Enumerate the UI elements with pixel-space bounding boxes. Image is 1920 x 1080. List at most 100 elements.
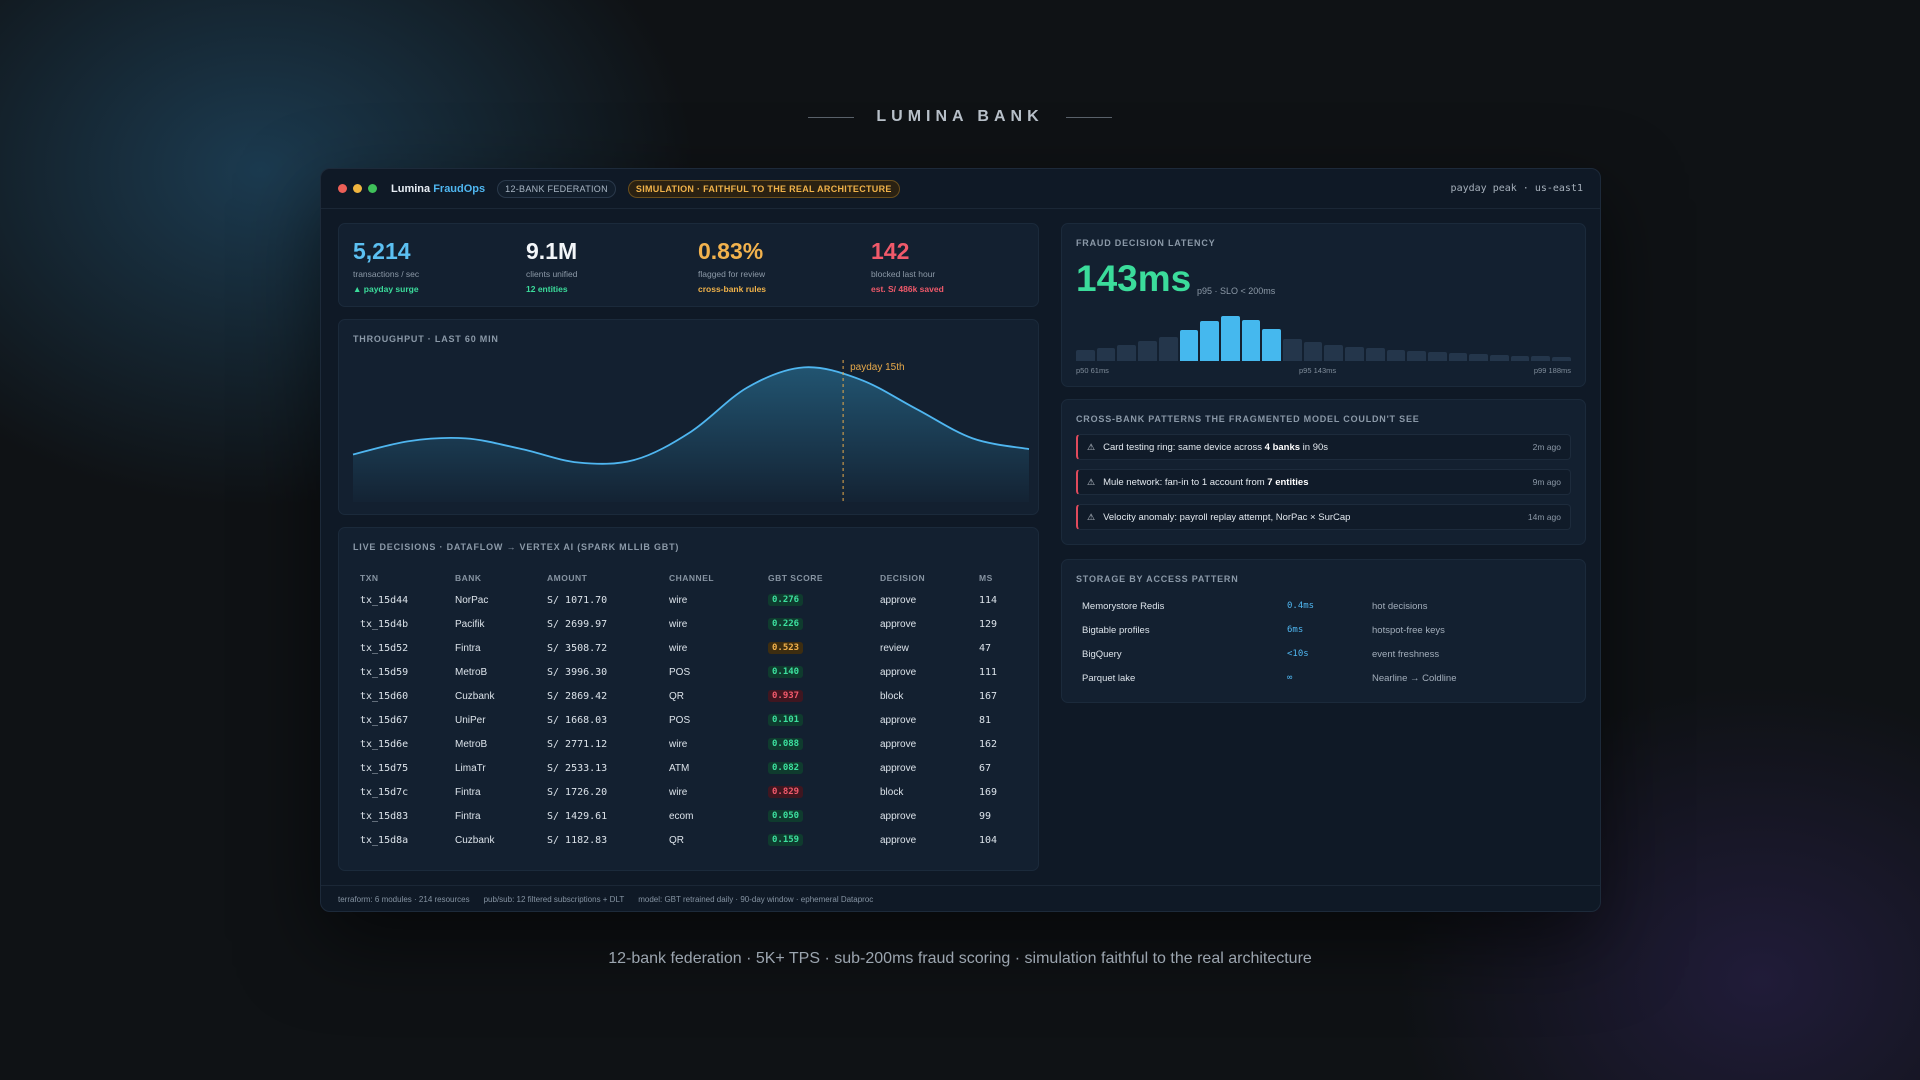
kpi-label: transactions / sec bbox=[353, 269, 420, 279]
table-row[interactable]: tx_15d67 UniPer S/ 1668.03 POS 0.101 approve 8… bbox=[353, 708, 1025, 732]
latency-value: 143ms bbox=[1076, 258, 1192, 299]
txn-id-cell: tx_15d59 bbox=[360, 666, 409, 678]
kpi-note: ▲ payday surge bbox=[353, 284, 419, 294]
score-badge: 0.226 bbox=[768, 618, 804, 630]
amount-cell: S/ 1182.83 bbox=[547, 834, 608, 846]
decision-cell: approve bbox=[880, 762, 917, 774]
title-bar: Lumina FraudOps 12-BANK FEDERATION SIMUL… bbox=[321, 169, 1600, 209]
histogram-bar bbox=[1365, 348, 1385, 361]
storage-latency: <10s bbox=[1287, 649, 1309, 659]
alert-text-bold: 4 banks bbox=[1264, 441, 1301, 453]
latency-ms-cell: 104 bbox=[979, 834, 998, 846]
histogram-bar bbox=[1158, 336, 1178, 361]
histogram-bar bbox=[1324, 344, 1344, 361]
decision-cell: block bbox=[880, 690, 904, 702]
column-header: BANK bbox=[455, 573, 482, 583]
latency-ms-cell: 114 bbox=[979, 594, 998, 606]
amount-cell: S/ 1429.61 bbox=[547, 810, 608, 822]
bank-name-cell: UniPer bbox=[455, 714, 486, 726]
alert-timestamp: 9m ago bbox=[1532, 477, 1561, 487]
gbt-score-cell: 0.082 bbox=[768, 762, 880, 774]
storage-name: Bigtable profiles bbox=[1082, 624, 1150, 636]
storage-note: hot decisions bbox=[1372, 600, 1428, 612]
region-indicator: payday peak · us-east1 bbox=[1450, 183, 1583, 194]
app-title-name: Lumina bbox=[391, 182, 431, 195]
txn-id-cell: tx_15d44 bbox=[360, 594, 409, 606]
alert-text: Mule network: fan-in to 1 account from 7… bbox=[1103, 477, 1308, 488]
table-row[interactable]: tx_15d60 Cuzbank S/ 2869.42 QR 0.937 block 167 bbox=[353, 684, 1025, 708]
table-row[interactable]: tx_15d83 Fintra S/ 1429.61 ecom 0.050 approve… bbox=[353, 804, 1025, 828]
kpi-label: flagged for review bbox=[698, 269, 766, 279]
storage-row: Parquet lake ∞ Nearline → Coldline bbox=[1082, 666, 1562, 690]
throughput-chart: payday 15th bbox=[352, 360, 1030, 502]
amount-cell: S/ 2771.12 bbox=[547, 738, 608, 750]
pattern-alert[interactable]: ⚠ Velocity anomaly: payroll replay attemp… bbox=[1076, 504, 1571, 530]
storage-note: Nearline → Coldline bbox=[1372, 672, 1457, 684]
column-header: AMOUNT bbox=[547, 573, 588, 583]
storage-note: event freshness bbox=[1372, 648, 1440, 660]
histogram-bar bbox=[1096, 347, 1116, 361]
score-badge: 0.101 bbox=[768, 714, 804, 726]
channel-cell: wire bbox=[669, 618, 688, 630]
bank-name-cell: Cuzbank bbox=[455, 690, 495, 702]
channel-cell: QR bbox=[669, 834, 684, 846]
bank-name-cell: Pacifik bbox=[455, 618, 485, 630]
channel-cell: POS bbox=[669, 714, 691, 726]
storage-name: Memorystore Redis bbox=[1082, 600, 1165, 612]
channel-cell: wire bbox=[669, 786, 688, 798]
maximize-window-icon[interactable] bbox=[368, 184, 377, 193]
score-badge: 0.140 bbox=[768, 666, 804, 678]
latency-ms-cell: 47 bbox=[979, 642, 992, 654]
kpi-value: 5,214 bbox=[353, 238, 411, 264]
table-row[interactable]: tx_15d6e MetroB S/ 2771.12 wire 0.088 approve… bbox=[353, 732, 1025, 756]
close-window-icon[interactable] bbox=[338, 184, 347, 193]
channel-cell: wire bbox=[669, 594, 688, 606]
gbt-score-cell: 0.226 bbox=[768, 618, 880, 630]
histogram-bar bbox=[1076, 349, 1095, 361]
bank-name-cell: MetroB bbox=[455, 738, 488, 750]
score-badge: 0.082 bbox=[768, 762, 804, 774]
table-row[interactable]: tx_15d44 NorPac S/ 1071.70 wire 0.276 approve… bbox=[353, 588, 1025, 612]
table-row[interactable]: tx_15d75 LimaTr S/ 2533.13 ATM 0.082 approve 6… bbox=[353, 756, 1025, 780]
histogram-bar bbox=[1510, 355, 1530, 361]
storage-row: Memorystore Redis 0.4ms hot decisions bbox=[1082, 594, 1562, 618]
decisions-title: LIVE DECISIONS · DATAFLOW → VERTEX AI (S… bbox=[353, 542, 680, 552]
pattern-alert[interactable]: ⚠ Mule network: fan-in to 1 account from … bbox=[1076, 469, 1571, 495]
kpi-value: 9.1M bbox=[526, 238, 578, 264]
amount-cell: S/ 3996.30 bbox=[547, 666, 608, 678]
table-row[interactable]: tx_15d59 MetroB S/ 3996.30 POS 0.140 approve 1… bbox=[353, 660, 1025, 684]
txn-id-cell: tx_15d6e bbox=[360, 738, 409, 750]
table-row[interactable]: tx_15d8a Cuzbank S/ 1182.83 QR 0.159 approve 1… bbox=[353, 828, 1025, 852]
federation-badge: 12-BANK FEDERATION bbox=[497, 179, 616, 198]
column-header: DECISION bbox=[880, 573, 926, 583]
histogram-bar bbox=[1200, 321, 1219, 361]
alert-text-pre: Mule network: fan-in to 1 account from bbox=[1103, 476, 1268, 488]
kpi-value: 0.83% bbox=[698, 238, 764, 264]
table-row[interactable]: tx_15d52 Fintra S/ 3508.72 wire 0.523 review 4… bbox=[353, 636, 1025, 660]
decision-cell: approve bbox=[880, 810, 917, 822]
table-row[interactable]: tx_15d4b Pacifik S/ 2699.97 wire 0.226 approv… bbox=[353, 612, 1025, 636]
channel-cell: wire bbox=[669, 642, 688, 654]
gbt-score-cell: 0.276 bbox=[768, 594, 880, 606]
latency-card: FRAUD DECISION LATENCY 143ms p95 · SLO <… bbox=[1061, 223, 1586, 387]
amount-cell: S/ 1726.20 bbox=[547, 786, 608, 798]
brand-name: LUMINA BANK bbox=[876, 108, 1044, 125]
throughput-line bbox=[352, 366, 1030, 465]
txn-id-cell: tx_15d4b bbox=[360, 618, 409, 630]
histogram-bar bbox=[1427, 352, 1447, 361]
column-header: MS bbox=[979, 573, 993, 583]
footer-terraform: terraform: 6 modules · 214 resources bbox=[338, 895, 470, 904]
decision-cell: approve bbox=[880, 666, 917, 678]
latency-ms-cell: 162 bbox=[979, 738, 998, 750]
histogram-label-p95: p95 143ms bbox=[1299, 366, 1337, 375]
table-row[interactable]: tx_15d7c Fintra S/ 1726.20 wire 0.829 block 16… bbox=[353, 780, 1025, 804]
pattern-alert[interactable]: ⚠ Card testing ring: same device across 4… bbox=[1076, 434, 1571, 460]
txn-id-cell: tx_15d83 bbox=[360, 810, 409, 822]
minimize-window-icon[interactable] bbox=[353, 184, 362, 193]
decisions-table: TXN BANK AMOUNT CHANNEL GBT SCORE DECISION MS … bbox=[353, 568, 1025, 852]
latency-ms-cell: 169 bbox=[979, 786, 998, 798]
brand-divider-right bbox=[1065, 116, 1112, 118]
gbt-score-cell: 0.523 bbox=[768, 642, 880, 654]
kpi-item: 5,214 transactions / sec ▲ payday surge bbox=[353, 238, 513, 294]
channel-cell: ATM bbox=[669, 762, 690, 774]
